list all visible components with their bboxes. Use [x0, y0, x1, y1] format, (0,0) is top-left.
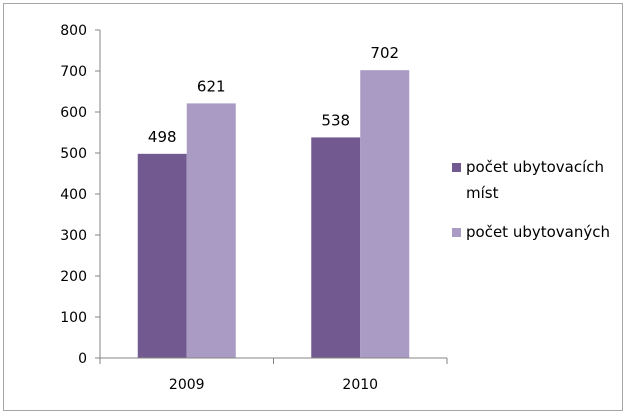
y-tick-label: 200 [60, 269, 87, 285]
data-labels: 498 621 538 702 [148, 44, 399, 146]
y-tick-label: 100 [60, 310, 87, 326]
legend-label: počet ubytovacích [466, 158, 604, 176]
y-tick-labels: 0 100 200 300 400 500 600 700 800 [60, 23, 87, 367]
bar-ubytovacich-mist-2010 [311, 137, 361, 358]
y-ticks [95, 29, 100, 359]
x-ticks [99, 358, 448, 364]
legend-swatch [452, 163, 461, 172]
y-tick-label: 0 [78, 351, 87, 367]
y-tick-label: 400 [60, 187, 87, 203]
x-tick-label: 2010 [342, 377, 378, 393]
legend-label: počet ubytovaných [466, 223, 610, 241]
bar-ubytovanych-2010 [360, 70, 410, 359]
legend-swatch [452, 228, 461, 237]
y-tick-label: 600 [60, 105, 87, 121]
y-tick-label: 700 [60, 64, 87, 80]
x-tick-labels: 2009 2010 [169, 377, 378, 393]
y-tick-label: 300 [60, 228, 87, 244]
y-tick-label: 800 [60, 23, 87, 39]
bars [137, 70, 410, 359]
x-tick-label: 2009 [169, 377, 205, 393]
legend: počet ubytovacích míst počet ubytovaných [452, 158, 610, 241]
y-tick-label: 500 [60, 146, 87, 162]
data-label: 538 [321, 111, 350, 129]
legend-label: míst [466, 184, 499, 202]
bar-ubytovacich-mist-2009 [137, 153, 187, 358]
data-label: 702 [370, 44, 399, 62]
data-label: 621 [197, 77, 226, 95]
bar-ubytovanych-2009 [186, 103, 236, 358]
data-label: 498 [148, 128, 177, 146]
